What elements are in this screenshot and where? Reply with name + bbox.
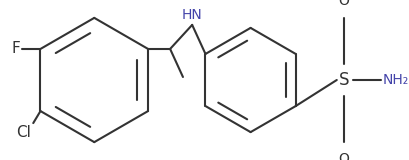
- Text: O: O: [339, 152, 349, 160]
- Text: S: S: [339, 71, 349, 89]
- Text: HN: HN: [182, 8, 202, 22]
- Text: Cl: Cl: [16, 125, 31, 140]
- Text: F: F: [12, 41, 20, 56]
- Text: NH₂: NH₂: [383, 73, 409, 87]
- Text: O: O: [339, 0, 349, 8]
